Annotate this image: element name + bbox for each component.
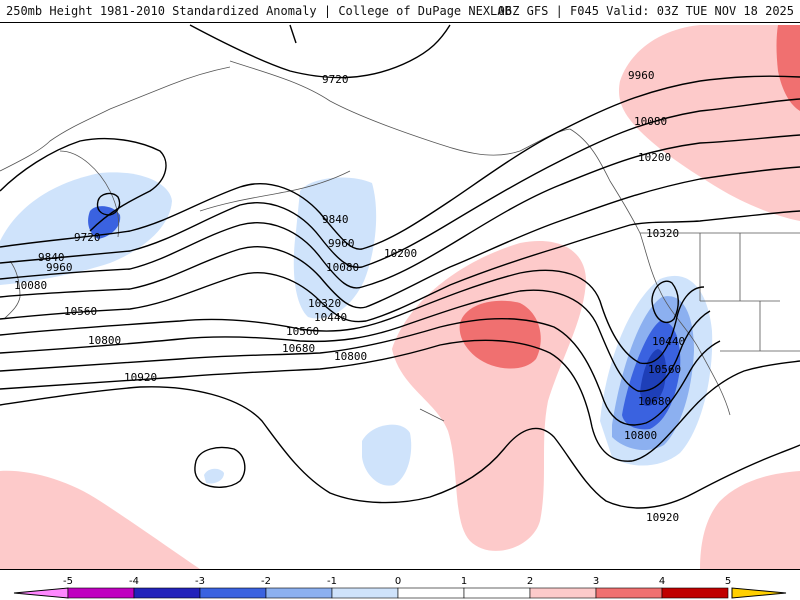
map-title: 250mb Height 1981-2010 Standardized Anom… [6, 4, 512, 18]
contour-label: 9720 [322, 73, 349, 86]
coastline-kamchatka [59, 150, 120, 238]
colorbar-tick-label: -2 [261, 576, 271, 587]
contour-label: 9960 [328, 237, 355, 250]
pos-anomaly-central-core [459, 300, 541, 369]
colorbar-ticks: -5 -4 -3 -2 -1 0 1 2 3 4 5 [63, 576, 731, 587]
colorbar-segment [595, 587, 663, 599]
contour-closed-low-kamchatka [96, 192, 121, 216]
contour-labels: 9720 9960 10080 10200 9720 9840 9960 100… [14, 69, 685, 524]
colorbar-tick-label: -4 [129, 576, 139, 587]
coastline-japan [3, 260, 21, 320]
coastline-hawaii [419, 408, 445, 422]
contour-label: 10560 [648, 363, 681, 376]
colorbar-segments [67, 587, 729, 599]
colorbar-tick-label: 4 [659, 576, 665, 587]
colorbar-segment [397, 587, 465, 599]
contour-label: 10680 [282, 342, 315, 355]
contour-label: 10440 [314, 311, 347, 324]
colorbar-left-arrow [13, 587, 69, 599]
title-bar: 250mb Height 1981-2010 Standardized Anom… [0, 0, 800, 22]
contour-label: 9960 [46, 261, 73, 274]
colorbar-tick-label: 3 [593, 576, 599, 587]
colorbar-segment [133, 587, 201, 599]
contour-label: 10320 [308, 297, 341, 310]
contour-label: 10920 [124, 371, 157, 384]
contour-10440 [0, 269, 705, 365]
height-contours [0, 24, 800, 509]
model-run-info: 06Z GFS | F045 Valid: 03Z TUE NOV 18 202… [497, 4, 794, 18]
coastline-asia [0, 66, 231, 172]
colorbar-tick-label: -1 [327, 576, 337, 587]
contour-label: 10080 [326, 261, 359, 274]
contour-label: 10200 [638, 151, 671, 164]
contour-label: 10560 [286, 325, 319, 338]
pos-anomaly-southwest [0, 470, 200, 569]
neg-anomaly-west-coast-core [640, 349, 666, 407]
neg-anomaly-central [362, 424, 412, 486]
colorbar-tick-label: -3 [195, 576, 205, 587]
colorbar-segment [331, 587, 399, 599]
contour-closed-low-west-coast [651, 280, 679, 324]
contour-10800 [0, 339, 800, 462]
colorbar-tick-label: 0 [395, 576, 401, 587]
contour-10200 [0, 166, 800, 309]
colorbar-right-arrow [731, 587, 787, 599]
contour-north-dip [289, 24, 297, 44]
contour-label: 9720 [74, 231, 101, 244]
colorbar-tick-label: -5 [63, 576, 73, 587]
contour-label: 9960 [628, 69, 655, 82]
colorbar-segment [265, 587, 333, 599]
colorbar-segment [199, 587, 267, 599]
contour-label: 10080 [14, 279, 47, 292]
colorbar-segment [67, 587, 135, 599]
contour-closed-small-island [194, 446, 246, 488]
colorbar-tick-label: 2 [527, 576, 533, 587]
contour-label: 10800 [334, 350, 367, 363]
contour-label: 9840 [322, 213, 349, 226]
colorbar-segment [529, 587, 597, 599]
pos-anomaly-southeast [700, 471, 800, 569]
colorbar-segment [463, 587, 531, 599]
colorbar-legend: -5 -4 -3 -2 -1 0 1 2 3 4 5 [13, 576, 787, 599]
contour-label: 10560 [64, 305, 97, 318]
contour-10920 [0, 386, 800, 509]
contour-10560 [0, 289, 711, 392]
contour-label: 10920 [646, 511, 679, 524]
neg-anomaly-small-west [204, 468, 224, 484]
contour-10080 [0, 134, 800, 289]
contour-9720 [0, 137, 167, 232]
contour-10680 [0, 318, 721, 426]
map-canvas: 9720 9960 10080 10200 9720 9840 9960 100… [0, 24, 800, 569]
contour-9840 [0, 75, 800, 250]
state-borders [699, 233, 800, 352]
contour-label: 10800 [624, 429, 657, 442]
contour-label: 10680 [638, 395, 671, 408]
contour-label: 10800 [88, 334, 121, 347]
contour-label: 10440 [652, 335, 685, 348]
anomaly-shading [0, 25, 800, 569]
contour-label: 10320 [646, 227, 679, 240]
contour-label: 10200 [384, 247, 417, 260]
map-panel: 9720 9960 10080 10200 9720 9840 9960 100… [0, 22, 800, 570]
contour-label: 10080 [634, 115, 667, 128]
contour-9720-north [189, 24, 451, 79]
coastline-alaska [229, 60, 571, 156]
neg-anomaly-aleutians [293, 177, 377, 319]
coastline-na-west [569, 128, 731, 416]
colorbar-tick-label: 1 [461, 576, 467, 587]
pos-anomaly-central-pacific [392, 240, 586, 551]
colorbar-tick-label: 5 [725, 576, 731, 587]
contour-label: 9840 [38, 251, 65, 264]
coastlines [0, 60, 800, 422]
contour-9960 [0, 98, 800, 269]
pos-anomaly-canada-core [776, 25, 800, 111]
colorbar-segment [661, 587, 729, 599]
neg-anomaly-east-asia [0, 172, 172, 285]
contour-10320 [0, 210, 800, 323]
